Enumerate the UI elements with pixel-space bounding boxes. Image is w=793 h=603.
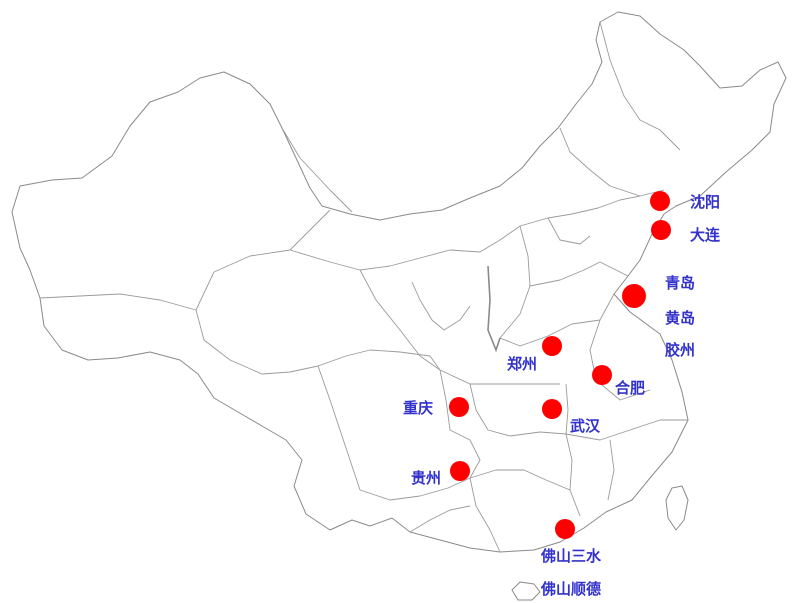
city-label-qingdao: 青岛 <box>665 274 695 292</box>
taiwan-island <box>665 485 689 531</box>
city-label-dalian: 大连 <box>690 226 721 244</box>
city-label-wuhan: 武汉 <box>570 417 601 435</box>
city-dot-guizhou <box>450 461 470 481</box>
city-dot-qingdao <box>622 284 646 308</box>
city-label-zhengzhou: 郑州 <box>507 355 537 373</box>
city-dot-shenyang <box>650 191 670 211</box>
city-label-foshan-sanshui: 佛山三水 <box>540 547 602 565</box>
city-label-hefei: 合肥 <box>614 379 645 397</box>
city-dot-dalian <box>651 220 671 240</box>
city-label-huangdao: 黄岛 <box>665 309 695 327</box>
city-dot-chongqing <box>449 397 469 417</box>
china-outline <box>11 11 787 553</box>
city-label-foshan-shunde: 佛山顺德 <box>540 580 601 598</box>
city-label-shenyang: 沈阳 <box>690 193 720 211</box>
city-label-chongqing: 重庆 <box>403 399 433 417</box>
city-dot-hefei <box>592 365 612 385</box>
city-dot-foshan-sanshui <box>555 519 575 539</box>
city-label-jiaozhou: 胶州 <box>665 341 695 359</box>
province-borders <box>39 21 688 553</box>
city-label-guizhou: 贵州 <box>411 469 441 487</box>
city-dot-zhengzhou <box>542 336 562 356</box>
hainan-island <box>511 581 541 601</box>
city-dot-wuhan <box>542 399 562 419</box>
